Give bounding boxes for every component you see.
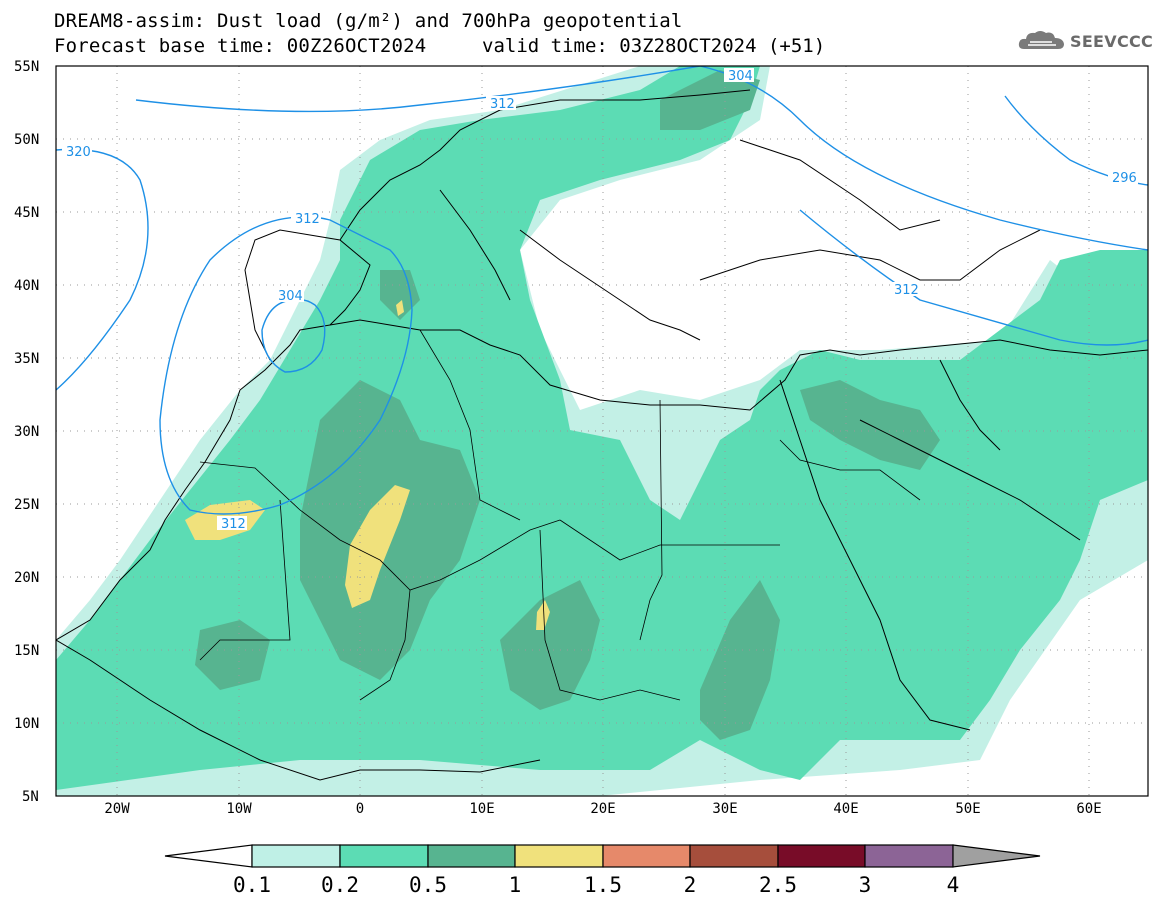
colorbar-label: 2.5 (759, 873, 797, 897)
contour-label: 304 (278, 289, 303, 304)
colorbar-bin (864, 844, 954, 868)
colorbar-label: 2 (684, 873, 697, 897)
logo-text: SEEVCCC (1070, 31, 1154, 51)
longitude-labels: 20W 10W 0 10E 20E 30E 40E 50E 60E (104, 801, 1101, 817)
lat-label: 15N (14, 643, 39, 659)
contour-label: 312 (295, 212, 320, 227)
lat-label: 20N (14, 570, 39, 586)
dust-region-dark-6 (660, 70, 760, 130)
colorbar-bin (777, 844, 866, 868)
dust-region-yellow-2 (345, 485, 410, 608)
lon-label: 40E (833, 801, 858, 817)
colorbar: 0.1 0.2 0.5 1 1.5 2 2.5 3 4 (164, 844, 1041, 897)
dust-region-yellow-3 (536, 600, 550, 630)
contour-label: 312 (490, 97, 515, 112)
country-borders (199, 329, 921, 701)
contour-304-loop (261, 298, 326, 373)
colorbar-over-arrow (952, 844, 1041, 868)
colorbar-label: 0.2 (321, 873, 359, 897)
map-title: DREAM8-assim: Dust load (g/m²) and 700hP… (54, 10, 683, 32)
colorbar-under-arrow (164, 844, 253, 868)
colorbar-label: 4 (947, 873, 960, 897)
contour-label: 296 (1112, 171, 1137, 186)
lat-label: 50N (14, 132, 39, 148)
colorbar-labels: 0.1 0.2 0.5 1 1.5 2 2.5 3 4 (233, 873, 959, 897)
contour-label: 312 (894, 283, 919, 298)
lon-label: 50E (955, 801, 980, 817)
latitude-labels: 55N 50N 45N 40N 35N 30N 25N 20N 15N 10N … (14, 59, 39, 805)
contour-312-north (135, 66, 701, 113)
contour-304-north (699, 66, 1148, 251)
contour-labels: 320 312 312 304 312 304 296 312 (62, 68, 1138, 532)
colorbar-bin (427, 844, 516, 868)
valid-time: valid time: 03Z28OCT2024 (+51) (482, 35, 826, 57)
lon-label: 0 (356, 801, 364, 817)
colorbar-bin (689, 844, 779, 868)
contour-320 (56, 148, 149, 391)
cloud-icon (1018, 31, 1064, 49)
lat-label: 35N (14, 351, 39, 367)
colorbar-label: 0.1 (233, 873, 271, 897)
lon-label: 20E (590, 801, 615, 817)
seevccc-logo: SEEVCCC (1018, 28, 1153, 54)
dust-map: 320 312 312 304 312 304 296 312 55N 50N … (14, 59, 1149, 817)
forecast-base-time: Forecast base time: 00Z26OCT2024 (54, 35, 427, 57)
colorbar-label: 0.5 (409, 873, 447, 897)
colorbar-bin (514, 844, 604, 868)
lon-label: 20W (104, 801, 130, 817)
lon-label: 10E (469, 801, 494, 817)
lat-label: 45N (14, 205, 39, 221)
map-frame (55, 65, 1149, 797)
lat-label: 40N (14, 278, 39, 294)
lat-label: 25N (14, 497, 39, 513)
lat-label: 5N (22, 789, 39, 805)
contour-label: 304 (728, 69, 753, 84)
coastlines (56, 89, 1148, 781)
lat-label: 10N (14, 716, 39, 732)
dust-field (56, 66, 1148, 796)
lon-label: 30E (712, 801, 737, 817)
colorbar-label: 1.5 (584, 873, 622, 897)
lon-label: 10W (226, 801, 252, 817)
colorbar-bin (339, 844, 429, 868)
dust-region-yellow-4 (396, 300, 404, 316)
dust-region-dark-7 (195, 620, 270, 690)
dust-region-dark-3 (700, 580, 780, 740)
colorbar-bin (602, 844, 691, 868)
contour-label: 320 (66, 145, 91, 160)
contour-312-loop (159, 216, 413, 515)
dust-region-dark-2 (500, 580, 600, 710)
lon-label: 60E (1076, 801, 1101, 817)
colorbar-label: 3 (859, 873, 872, 897)
dust-region-dark-5 (380, 270, 420, 320)
colorbar-label: 1 (509, 873, 522, 897)
contour-label: 312 (221, 517, 246, 532)
contour-312-east (799, 209, 1148, 346)
grid-lines (56, 66, 1148, 796)
geopotential-contours (56, 66, 1148, 515)
lat-label: 55N (14, 59, 39, 75)
colorbar-bin (251, 844, 341, 868)
lat-label: 30N (14, 424, 39, 440)
